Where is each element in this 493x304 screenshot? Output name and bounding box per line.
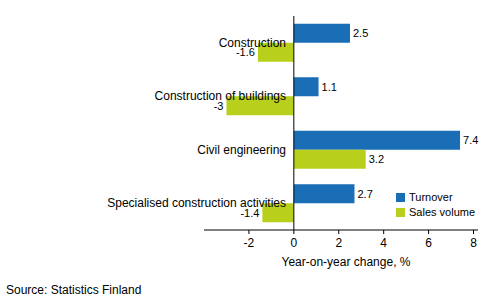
bar	[294, 131, 460, 150]
source: Source: Statistics Finland	[6, 283, 141, 297]
tick	[248, 230, 249, 234]
tick	[383, 230, 384, 234]
tick	[293, 230, 294, 234]
legend: Turnover Sales volume	[396, 191, 475, 218]
bar	[294, 77, 319, 96]
category-label: Civil engineering	[197, 143, 286, 157]
tick-label: 8	[470, 236, 477, 250]
bar	[294, 184, 355, 203]
tick-label: 6	[425, 236, 432, 250]
tick-label: 2	[335, 236, 342, 250]
data-labels: 2.5-1.61.1-37.43.22.7-1.4	[214, 27, 479, 219]
data-label: 3.2	[369, 153, 384, 165]
data-label: 2.7	[357, 188, 372, 200]
category-label: Construction of buildings	[155, 89, 286, 103]
category-label: Specialised construction activities	[107, 196, 286, 210]
axis-label: Year-on-year change, %	[282, 255, 411, 269]
bars	[226, 24, 460, 223]
legend-label: Sales volume	[409, 206, 475, 218]
data-label: 1.1	[322, 81, 337, 93]
category-label: Construction	[219, 36, 286, 50]
bar	[294, 24, 350, 43]
chart: 2.5-1.61.1-37.43.22.7-1.4ConstructionCon…	[0, 0, 493, 304]
tick-label: 0	[290, 236, 297, 250]
data-label: 7.4	[463, 134, 478, 146]
legend-swatch	[396, 208, 405, 217]
tick-label: -2	[244, 236, 255, 250]
data-label: 2.5	[353, 27, 368, 39]
legend-label: Turnover	[409, 191, 453, 203]
legend-swatch	[396, 193, 405, 202]
tick	[473, 230, 474, 234]
bar	[294, 150, 366, 169]
zero-line	[293, 16, 294, 230]
tick	[428, 230, 429, 234]
tick	[338, 230, 339, 234]
x-axis	[204, 230, 478, 231]
tick-label: 4	[380, 236, 387, 250]
